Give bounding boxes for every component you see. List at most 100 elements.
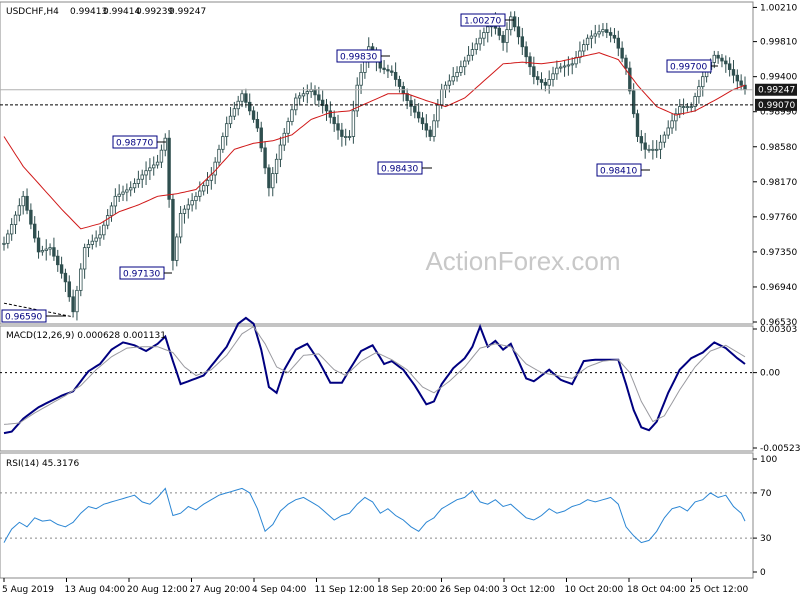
candle-body <box>48 247 52 250</box>
candle-body <box>44 248 48 251</box>
candle-body <box>501 34 505 43</box>
candle-body <box>297 95 302 99</box>
candle-body <box>393 71 398 80</box>
x-tick-label: 13 Aug 04:00 <box>65 585 126 595</box>
candle-body <box>624 57 628 69</box>
candle-body <box>628 67 632 92</box>
candle-body <box>67 281 71 298</box>
candle-body <box>86 244 91 249</box>
candle-body <box>267 167 271 189</box>
rsi-y-axis: 100 70 30 0 <box>753 455 777 578</box>
candle-body <box>332 116 336 125</box>
price-y-tick-label: 0.97350 <box>760 248 797 258</box>
candle-body <box>555 67 559 75</box>
candle-body <box>566 64 571 67</box>
candle-body <box>98 234 102 239</box>
candle-body <box>182 208 187 214</box>
x-tick-label: 25 Oct 12:00 <box>690 585 749 595</box>
candle-body <box>562 65 567 68</box>
candle-body <box>167 137 171 200</box>
candle-body <box>102 224 106 236</box>
candle-body <box>478 37 482 45</box>
annotation-label: 0.99700 <box>670 63 707 73</box>
candle-body <box>451 76 455 82</box>
candle-body <box>2 242 6 245</box>
candle-body <box>528 56 532 68</box>
candle-body <box>359 71 363 86</box>
candle-body <box>712 54 716 63</box>
candle-body <box>121 191 125 195</box>
current-price-tag: 0.99247 <box>758 86 795 96</box>
candle-body <box>735 74 740 82</box>
annotation-label: 0.96590 <box>5 313 42 323</box>
candle-body <box>190 200 194 206</box>
candle-body <box>428 129 432 137</box>
candle-body <box>681 106 686 108</box>
candle-body <box>105 215 110 226</box>
price-moving-average <box>3 52 746 230</box>
candle-body <box>739 80 743 86</box>
candle-body <box>413 105 417 113</box>
candle-body <box>59 264 64 274</box>
price-y-axis: 1.00210 0.99810 0.99400 0.98990 0.98580 0.981… <box>753 3 797 328</box>
candle-body <box>152 164 156 169</box>
candle-body <box>397 79 402 87</box>
price-panel-title: USDCHF,H4 <box>6 7 59 17</box>
candle-body <box>82 247 87 270</box>
candle-body <box>543 81 548 86</box>
candle-body <box>620 47 624 59</box>
candle-body <box>720 57 724 62</box>
macd-lines <box>0 316 753 435</box>
candle-body <box>9 224 14 235</box>
candle-body <box>535 76 540 80</box>
candle-body <box>294 97 298 111</box>
price-open-value: 0.99413 <box>70 7 107 17</box>
candle-body <box>547 79 551 86</box>
annotation-label: 0.98430 <box>381 165 418 175</box>
candle-body <box>171 198 175 261</box>
price-y-tick-label: 1.00210 <box>760 3 797 13</box>
candle-body <box>674 113 678 122</box>
candle-body <box>420 117 425 125</box>
rsi-line <box>3 487 746 544</box>
rsi-y-tick-label: 70 <box>760 489 772 499</box>
candle-body <box>244 93 248 103</box>
candle-body <box>56 255 60 266</box>
x-tick-label: 10 Oct 20:00 <box>565 585 624 595</box>
candle-body <box>320 99 325 106</box>
candle-body <box>155 161 160 166</box>
candle-body <box>328 110 333 118</box>
macd-panel-frame <box>0 325 754 452</box>
candle-body <box>344 136 348 138</box>
candle-body <box>324 105 329 112</box>
annotation-label: 1.00270 <box>464 17 501 27</box>
candle-body <box>651 148 655 151</box>
price-low-value: 0.99239 <box>136 7 173 17</box>
candle-body <box>597 31 601 35</box>
candle-body <box>724 60 728 65</box>
candle-body <box>178 213 183 238</box>
candle-body <box>75 289 79 313</box>
candle-body <box>678 106 682 115</box>
candle-body <box>286 121 290 134</box>
candle-body <box>443 84 448 90</box>
annotation-label: 0.97130 <box>123 270 160 280</box>
candle-body <box>109 205 114 216</box>
candle-body <box>159 149 164 163</box>
candle-body <box>497 27 501 36</box>
candle-body <box>148 167 152 172</box>
candle-body <box>351 110 356 137</box>
rsi-y-tick-label: 0 <box>760 568 766 578</box>
candle-body <box>301 93 306 97</box>
candle-body <box>278 144 283 160</box>
candle-body <box>79 268 83 291</box>
candle-body <box>416 111 421 119</box>
x-tick-label: 5 Aug 2019 <box>2 585 54 595</box>
candle-body <box>274 158 279 174</box>
candle-body <box>263 147 267 169</box>
candle-body <box>33 223 37 239</box>
price-y-tick-label: 0.96940 <box>760 283 797 293</box>
candle-body <box>271 173 275 189</box>
candle-body <box>29 209 33 225</box>
macd-y-tick-label: -0.005236 <box>760 444 800 454</box>
